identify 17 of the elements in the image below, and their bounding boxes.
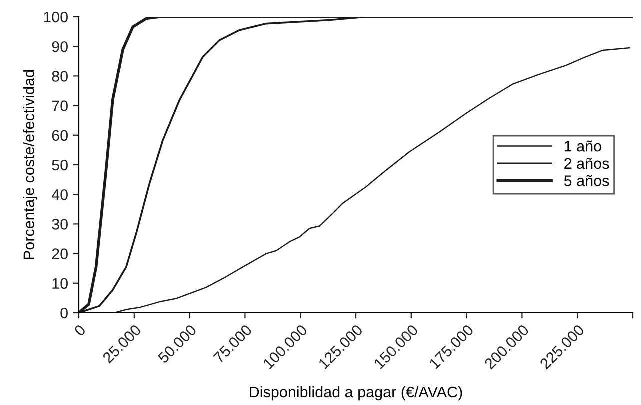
y-tick-label: 70 bbox=[52, 100, 68, 112]
legend-label: 1 año bbox=[564, 140, 602, 152]
y-tick-label: 10 bbox=[52, 278, 68, 290]
x-tick-label: 0 bbox=[74, 324, 87, 337]
y-tick-label: 0 bbox=[60, 308, 68, 319]
y-tick-label: 60 bbox=[52, 130, 68, 142]
y-tick-label: 40 bbox=[52, 189, 68, 200]
y-axis-title: Porcentaje coste/efectividad bbox=[23, 70, 38, 260]
y-tick-label: 90 bbox=[52, 41, 68, 52]
y-tick-label: 20 bbox=[52, 248, 68, 260]
y-tick-label: 100 bbox=[44, 12, 68, 23]
y-tick-label: 30 bbox=[52, 219, 68, 230]
legend-label: 2 años bbox=[564, 158, 610, 170]
y-tick-label: 50 bbox=[52, 160, 68, 171]
x-axis-title: Disponiblidad a pagar (€/AVAC) bbox=[250, 386, 462, 401]
y-tick-label: 80 bbox=[52, 71, 68, 82]
legend-label: 5 años bbox=[564, 175, 610, 186]
